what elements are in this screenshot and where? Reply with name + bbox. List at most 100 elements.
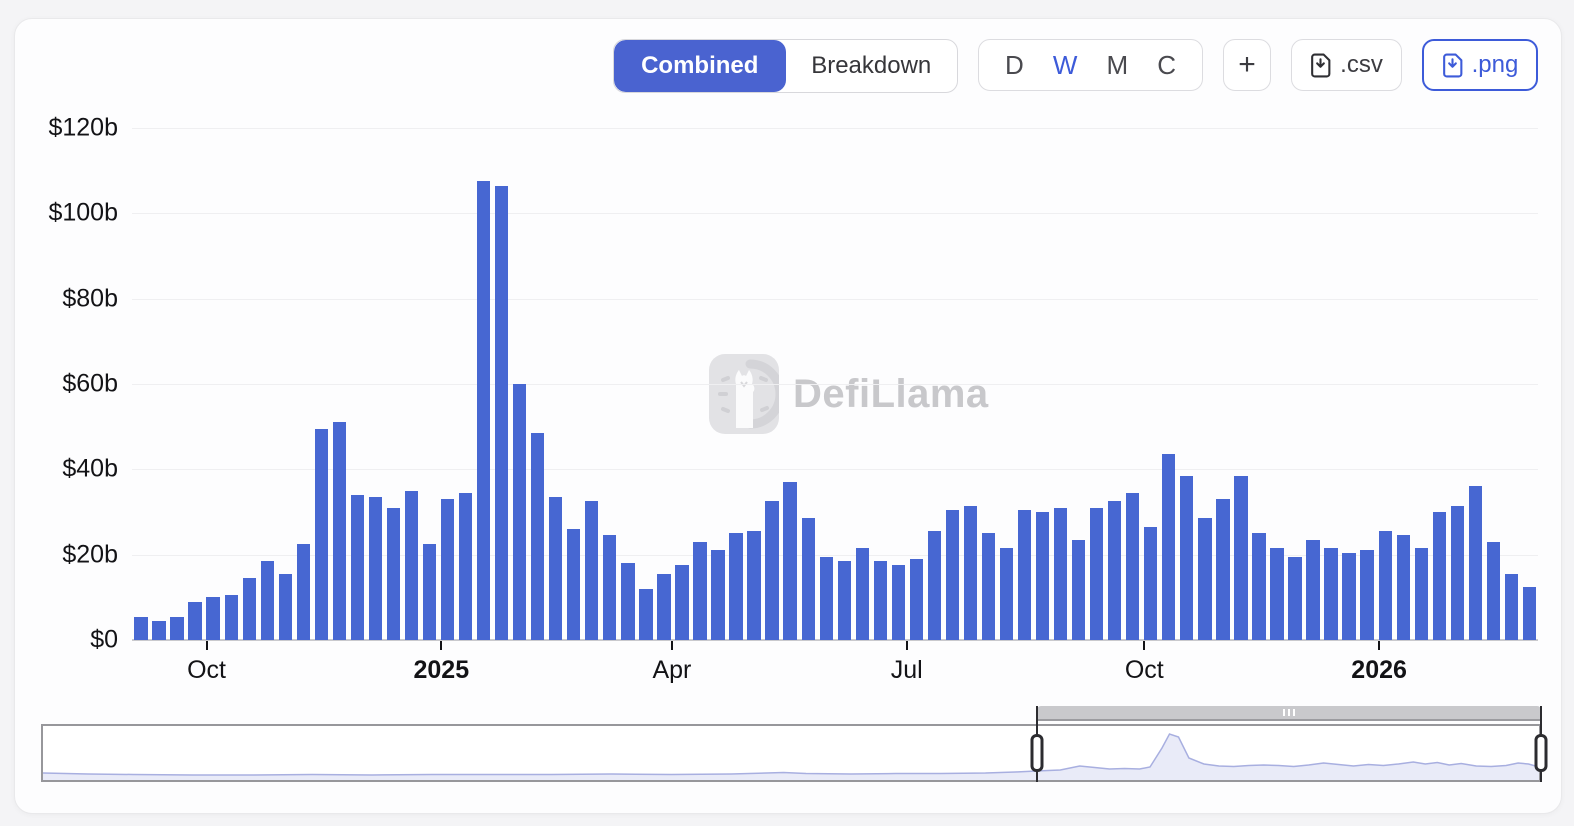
bar[interactable] — [873, 561, 887, 640]
x-tick-label: Jul — [890, 656, 923, 684]
bar[interactable] — [134, 616, 148, 640]
bar[interactable] — [963, 505, 978, 640]
bar[interactable] — [260, 561, 274, 640]
bar[interactable] — [765, 501, 779, 640]
bar[interactable] — [891, 565, 905, 640]
bar[interactable] — [458, 492, 473, 640]
bar[interactable] — [368, 497, 383, 640]
bar[interactable] — [837, 561, 851, 640]
bar[interactable] — [242, 578, 256, 640]
bar[interactable] — [1504, 573, 1519, 640]
bar-slot — [961, 128, 979, 640]
bar[interactable] — [945, 509, 960, 640]
bar[interactable] — [278, 573, 292, 640]
bar[interactable] — [819, 556, 833, 640]
interval-daily-button[interactable]: D — [1005, 49, 1024, 80]
bar[interactable] — [350, 494, 365, 640]
bar[interactable] — [549, 497, 563, 640]
bar[interactable] — [1162, 454, 1176, 640]
bar[interactable] — [711, 550, 725, 640]
bar[interactable] — [621, 563, 635, 640]
bar[interactable] — [476, 181, 491, 640]
bar[interactable] — [1035, 512, 1050, 640]
bar[interactable] — [1522, 586, 1537, 640]
gridline — [132, 554, 1538, 556]
bar-slot — [1340, 128, 1358, 640]
interval-weekly-button[interactable]: W — [1052, 49, 1078, 80]
bar[interactable] — [1216, 499, 1230, 640]
bar[interactable] — [1108, 501, 1122, 640]
download-csv-button[interactable]: .csv — [1291, 39, 1402, 91]
bar[interactable] — [1252, 533, 1266, 640]
brush-handle-right[interactable] — [1534, 734, 1548, 772]
interval-monthly-button[interactable]: M — [1106, 49, 1129, 80]
minimap[interactable] — [41, 724, 1541, 782]
bar-slot — [1196, 128, 1214, 640]
bar[interactable] — [224, 595, 238, 640]
breakdown-button[interactable]: Breakdown — [786, 40, 958, 92]
bar[interactable] — [783, 482, 797, 640]
bar[interactable] — [1288, 556, 1302, 640]
bar[interactable] — [1342, 552, 1356, 640]
bar-slot — [943, 128, 961, 640]
bar[interactable] — [1414, 548, 1428, 640]
combined-button[interactable]: Combined — [614, 40, 786, 92]
bar[interactable] — [1468, 486, 1482, 640]
bar[interactable] — [999, 548, 1014, 640]
bar[interactable] — [855, 548, 869, 640]
bar[interactable] — [1071, 539, 1086, 640]
bar[interactable] — [1378, 531, 1392, 640]
bar[interactable] — [1432, 512, 1446, 640]
bar[interactable] — [603, 535, 617, 640]
bar[interactable] — [1234, 475, 1248, 640]
bar[interactable] — [1486, 541, 1501, 640]
bar[interactable] — [927, 531, 942, 640]
bar[interactable] — [1126, 492, 1140, 640]
bar[interactable] — [1306, 539, 1320, 640]
bar[interactable] — [513, 384, 527, 640]
bar[interactable] — [440, 499, 455, 640]
bar[interactable] — [693, 541, 707, 640]
bar[interactable] — [1180, 475, 1194, 640]
bar[interactable] — [1450, 505, 1464, 640]
bar[interactable] — [386, 507, 401, 640]
bar[interactable] — [639, 588, 653, 640]
bar[interactable] — [188, 601, 202, 640]
bar[interactable] — [314, 428, 328, 640]
bar[interactable] — [531, 433, 545, 640]
bar[interactable] — [657, 573, 671, 640]
bar[interactable] — [675, 565, 689, 640]
bar[interactable] — [422, 544, 437, 640]
bar[interactable] — [332, 422, 347, 640]
brush-scrollbar[interactable] — [1037, 706, 1541, 721]
bar[interactable] — [1396, 535, 1410, 640]
bar[interactable] — [494, 185, 509, 640]
bar[interactable] — [170, 616, 184, 640]
bar[interactable] — [1090, 507, 1104, 640]
interval-cumulative-button[interactable]: C — [1157, 49, 1176, 80]
view-toggle: Combined Breakdown — [613, 39, 958, 93]
add-button[interactable]: + — [1223, 39, 1271, 91]
bar[interactable] — [981, 533, 996, 640]
bar[interactable] — [729, 533, 743, 640]
x-axis: Oct 2025 Apr Jul Oct 2026 — [132, 640, 1538, 700]
bar[interactable] — [747, 531, 761, 640]
bar[interactable] — [1017, 509, 1032, 640]
bar[interactable] — [1053, 507, 1068, 640]
bar[interactable] — [206, 597, 220, 640]
bar[interactable] — [296, 544, 310, 640]
bar[interactable] — [1198, 518, 1212, 640]
brush-handle-left[interactable] — [1030, 734, 1044, 772]
bar[interactable] — [909, 558, 924, 640]
bar[interactable] — [801, 518, 815, 640]
bar[interactable] — [404, 490, 419, 640]
bar[interactable] — [1360, 550, 1374, 640]
download-png-button[interactable]: .png — [1422, 39, 1538, 91]
bar[interactable] — [1324, 548, 1338, 640]
bar-slot — [1466, 128, 1484, 640]
bar[interactable] — [1144, 526, 1158, 640]
bar[interactable] — [152, 620, 166, 640]
bar[interactable] — [585, 501, 599, 640]
bar[interactable] — [567, 529, 581, 640]
bar[interactable] — [1270, 548, 1284, 640]
